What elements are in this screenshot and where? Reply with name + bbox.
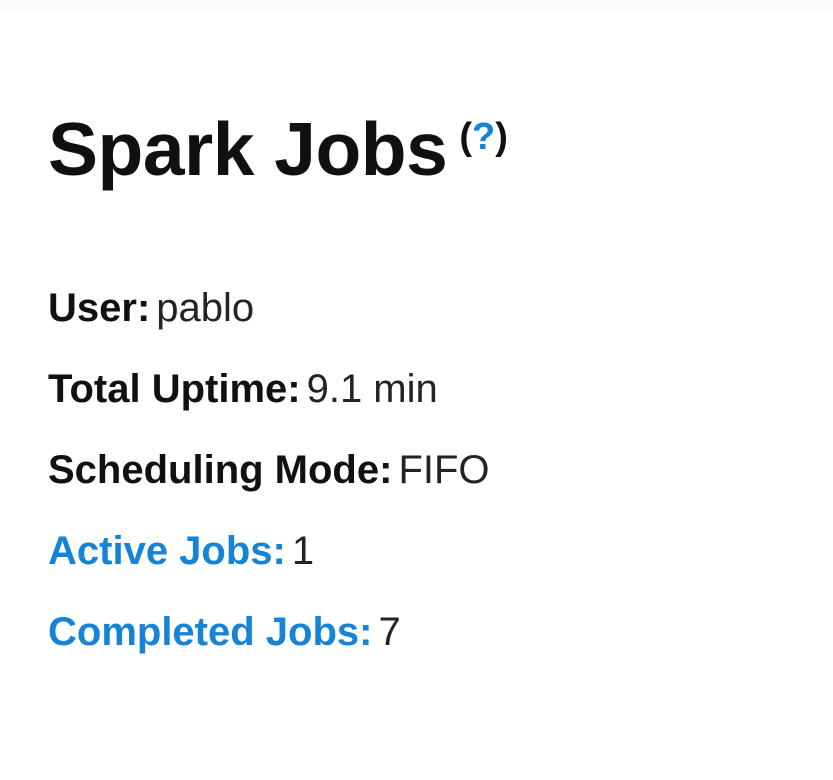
summary-label-scheduling-mode: Scheduling Mode:	[48, 448, 393, 492]
summary-value-scheduling-mode: FIFO	[398, 448, 490, 492]
summary-label-user: User:	[48, 286, 151, 330]
summary-item-user: User: pablo	[48, 268, 490, 349]
summary-item-completed-jobs[interactable]: Completed Jobs: 7	[48, 592, 490, 673]
help-question-mark-link[interactable]: ?	[472, 116, 496, 158]
page-title: Spark Jobs (?)	[48, 112, 508, 187]
summary-link-completed-jobs[interactable]: Completed Jobs:	[48, 610, 373, 654]
page-title-help-group: (?)	[459, 116, 508, 158]
summary-label-total-uptime: Total Uptime:	[48, 367, 301, 411]
summary-item-scheduling-mode: Scheduling Mode: FIFO	[48, 430, 490, 511]
help-close-paren: )	[495, 116, 508, 158]
summary-value-active-jobs: 1	[291, 529, 315, 573]
summary-link-active-jobs[interactable]: Active Jobs:	[48, 529, 286, 573]
summary-value-completed-jobs: 7	[378, 610, 401, 654]
summary-item-active-jobs[interactable]: Active Jobs: 1	[48, 511, 490, 592]
summary-value-total-uptime: 9.1 min	[306, 367, 438, 411]
top-navbar-edge	[0, 0, 833, 11]
page-title-text: Spark Jobs	[48, 107, 448, 191]
help-open-paren: (	[459, 116, 472, 158]
summary-item-total-uptime: Total Uptime: 9.1 min	[48, 349, 490, 430]
job-summary-list: User: pablo Total Uptime: 9.1 min Scheduli…	[48, 268, 490, 673]
summary-value-user: pablo	[156, 286, 255, 330]
